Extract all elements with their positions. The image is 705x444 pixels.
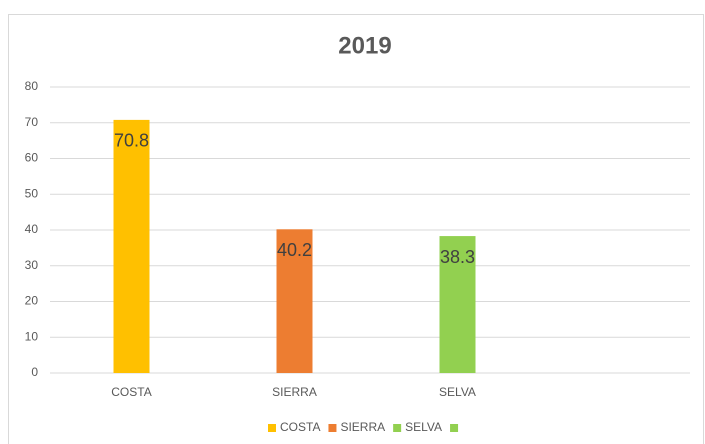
y-tick-label: 80 bbox=[25, 79, 39, 93]
y-tick-label: 50 bbox=[25, 186, 39, 200]
x-tick-label: SIERRA bbox=[272, 385, 317, 399]
bar bbox=[276, 229, 313, 373]
legend-label: SIERRA bbox=[340, 420, 385, 434]
data-label: 40.2 bbox=[277, 240, 312, 260]
legend-label: SELVA bbox=[405, 420, 442, 434]
legend-label: COSTA bbox=[280, 420, 320, 434]
data-label: 70.8 bbox=[114, 131, 149, 151]
legend-swatch bbox=[393, 424, 402, 432]
bar bbox=[439, 236, 476, 373]
legend-swatch bbox=[268, 424, 276, 432]
y-tick-label: 60 bbox=[25, 151, 39, 165]
legend-swatch bbox=[450, 424, 459, 432]
y-tick-label: 70 bbox=[25, 115, 39, 129]
y-tick-label: 10 bbox=[25, 329, 39, 343]
y-tick-label: 40 bbox=[25, 222, 39, 236]
y-tick-label: 20 bbox=[25, 294, 39, 308]
y-tick-label: 0 bbox=[31, 365, 38, 379]
chart-title: 2019 bbox=[338, 32, 391, 59]
data-label: 38.3 bbox=[440, 247, 475, 267]
chart-frame bbox=[8, 14, 704, 444]
y-tick-label: 30 bbox=[25, 258, 39, 272]
legend-swatch bbox=[328, 424, 337, 432]
bar bbox=[113, 119, 150, 373]
x-tick-label: SELVA bbox=[439, 385, 476, 399]
x-tick-label: COSTA bbox=[111, 385, 151, 399]
